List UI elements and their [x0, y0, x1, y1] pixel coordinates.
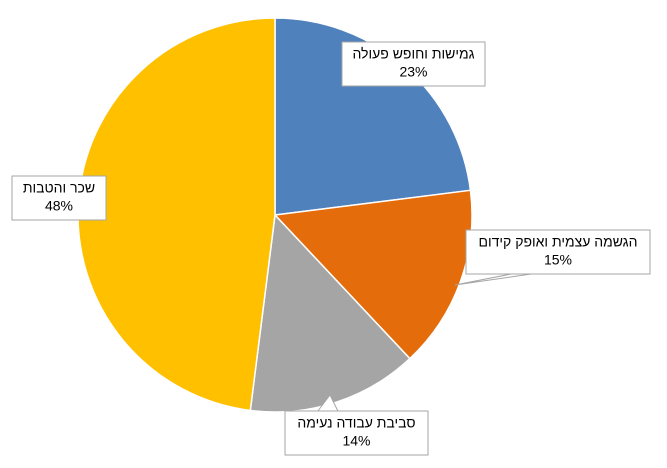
label-box [11, 175, 107, 221]
value-label: 23% [399, 64, 427, 80]
label-box [284, 410, 429, 456]
label-callout [454, 273, 532, 286]
value-label: 14% [342, 433, 370, 449]
pie-slice [77, 17, 276, 412]
category-label: סביבת עבודה נעימה [297, 415, 415, 431]
value-label: 48% [45, 198, 73, 214]
category-label: הגשמה עצמית ואופק קידום [479, 234, 638, 250]
category-label: גמישות וחופש פעולה [352, 46, 474, 62]
label-box [341, 41, 486, 87]
pie-slice [273, 189, 473, 360]
category-label: שכר והטבות [23, 180, 95, 196]
pie-slice [249, 213, 411, 413]
value-label: 15% [544, 252, 572, 268]
label-box [465, 229, 651, 275]
